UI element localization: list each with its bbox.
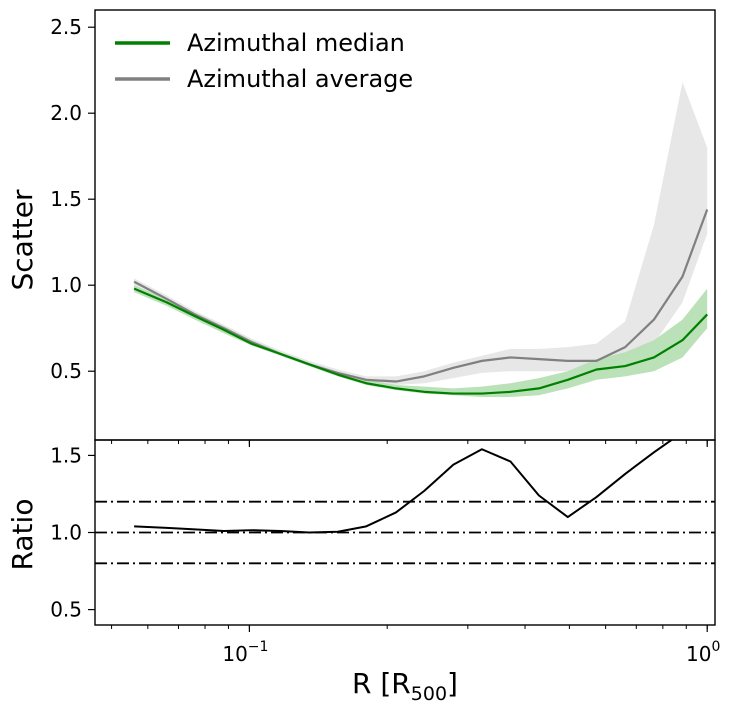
legend-label: Azimuthal median [187,29,405,57]
x-tick-exponent: 0 [711,639,720,655]
x-axis-label-sub: 500 [411,683,447,705]
average-band [134,82,708,385]
bottom-frame [94,439,716,626]
y-tick-label-top: 1.0 [50,273,82,297]
y-axis-label-scatter: Scatter [6,189,39,291]
average-line [133,209,709,383]
x-axis-label-main: R [R [352,667,411,700]
y-tick-label-bottom: 1.0 [50,521,82,545]
scatter-plot-area [133,82,709,397]
y-tick-label-top: 1.5 [50,187,82,211]
ratio-plot-area [95,440,715,565]
y-tick-label-top: 2.5 [50,15,82,39]
x-tick-base: 10 [222,642,247,666]
x-tick-label: 10−1 [222,639,268,666]
x-axis-label-end: ] [447,667,458,700]
x-axis-label: R [R500] [352,667,458,705]
median-line [133,287,708,395]
x-tick-exponent: −1 [248,639,269,655]
ratio-line [134,440,674,534]
y-tick-label-bottom: 1.5 [50,443,82,467]
legend-label: Azimuthal average [187,65,413,93]
y-tick-label-top: 0.5 [50,359,82,383]
y-tick-label-top: 2.0 [50,101,82,125]
y-tick-label-bottom: 0.5 [50,598,82,622]
x-tick-label: 100 [686,639,720,666]
y-axis-label-ratio: Ratio [6,499,39,571]
x-tick-base: 10 [686,642,711,666]
legend: Azimuthal median Azimuthal average [115,29,413,93]
